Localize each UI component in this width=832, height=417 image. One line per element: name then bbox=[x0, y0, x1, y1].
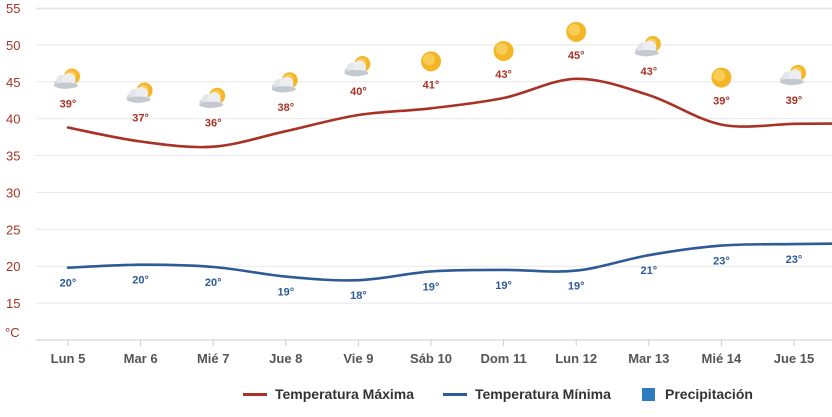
series-line-max bbox=[66, 77, 832, 149]
sun-icon bbox=[421, 51, 441, 72]
x-tick-label: Jue 8 bbox=[269, 351, 302, 366]
legend-swatch-min bbox=[443, 392, 467, 396]
x-tick-label: Lun 12 bbox=[555, 351, 597, 366]
x-tick-label: Mar 13 bbox=[628, 351, 669, 366]
data-label-min: 20° bbox=[60, 278, 77, 290]
data-label-min: 20° bbox=[205, 277, 222, 289]
x-tick-label: Mié 14 bbox=[702, 351, 743, 366]
cloudy-sun-icon bbox=[271, 72, 298, 93]
legend-label-max: Temperatura Máxima bbox=[275, 386, 415, 402]
x-tick-label: Sáb 10 bbox=[410, 351, 452, 366]
sun-icon bbox=[493, 41, 514, 62]
data-label-min: 19° bbox=[277, 287, 294, 299]
sun-icon bbox=[711, 67, 732, 88]
data-label-min: 19° bbox=[423, 281, 440, 293]
cloudy-sun-icon bbox=[199, 87, 226, 109]
data-label-min: 20° bbox=[132, 275, 149, 287]
legend-item-precip[interactable]: Precipitación bbox=[642, 386, 753, 402]
y-tick-label: 40 bbox=[6, 112, 20, 127]
data-label-max: 40° bbox=[350, 86, 367, 98]
y-tick-label: 50 bbox=[6, 38, 20, 53]
y-tick-label: 30 bbox=[6, 185, 20, 200]
chart-legend: Temperatura Máxima Temperatura Mínima Pr… bbox=[0, 378, 832, 414]
y-tick-label: 25 bbox=[6, 222, 20, 237]
y-tick-label: 35 bbox=[6, 149, 20, 164]
x-tick-label: Jue 15 bbox=[774, 351, 814, 366]
x-tick-label: Mié 7 bbox=[197, 351, 230, 366]
y-tick-label: 55 bbox=[6, 1, 20, 16]
data-label-max: 43° bbox=[640, 66, 657, 78]
data-label-min: 21° bbox=[640, 265, 657, 277]
x-tick-label: Vie 9 bbox=[343, 351, 373, 366]
x-tick-label: Dom 11 bbox=[480, 351, 526, 366]
cloudy-sun-icon bbox=[126, 82, 153, 104]
cloudy-sun-icon bbox=[780, 64, 806, 86]
cloudy-sun-icon bbox=[634, 36, 661, 57]
y-tick-label: 15 bbox=[6, 296, 20, 311]
legend-swatch-precip bbox=[642, 387, 655, 401]
data-label-min: 23° bbox=[786, 254, 803, 266]
legend-label-min: Temperatura Mínima bbox=[475, 386, 611, 402]
data-label-max: 39° bbox=[713, 96, 730, 108]
data-label-max: 37° bbox=[132, 113, 149, 125]
x-tick-label: Mar 6 bbox=[124, 351, 158, 366]
data-label-min: 19° bbox=[568, 281, 585, 293]
y-unit-label: °C bbox=[5, 325, 20, 340]
data-label-min: 19° bbox=[495, 280, 512, 292]
y-tick-label: 45 bbox=[6, 75, 20, 90]
data-label-max: 45° bbox=[568, 50, 585, 62]
data-label-min: 18° bbox=[350, 290, 367, 302]
legend-item-max[interactable]: Temperatura Máxima bbox=[243, 386, 414, 402]
sun-icon bbox=[566, 21, 587, 42]
cloudy-sun-icon bbox=[344, 55, 371, 77]
data-label-min: 23° bbox=[713, 256, 730, 268]
data-label-max: 39° bbox=[60, 99, 77, 111]
data-label-max: 43° bbox=[495, 69, 512, 81]
legend-swatch-max bbox=[243, 392, 267, 396]
series-line-min bbox=[66, 242, 832, 282]
x-tick-label: Lun 5 bbox=[51, 351, 86, 366]
data-label-max: 38° bbox=[277, 102, 294, 114]
data-label-max: 39° bbox=[786, 95, 803, 107]
cloudy-sun-icon bbox=[54, 68, 80, 90]
data-label-max: 36° bbox=[205, 118, 222, 130]
data-label-max: 41° bbox=[423, 79, 440, 91]
y-tick-label: 20 bbox=[6, 259, 20, 274]
legend-label-precip: Precipitación bbox=[665, 386, 753, 402]
legend-item-min[interactable]: Temperatura Mínima bbox=[443, 386, 611, 402]
chart-plot: 15 20 25 30 35 40 45 50 55 °C Lun 5 Mar 6 Mié 7 Jue 8… bbox=[5, 1, 832, 366]
